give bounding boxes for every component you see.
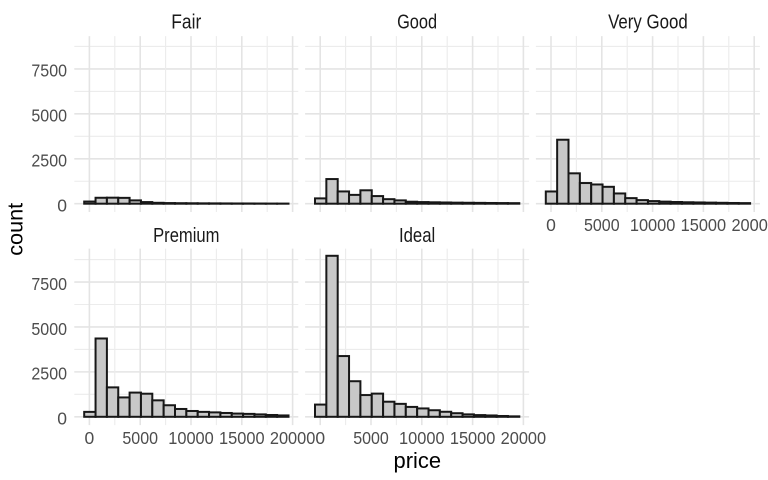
svg-text:Premium: Premium <box>153 224 219 247</box>
svg-text:0: 0 <box>546 215 556 235</box>
svg-text:10000: 10000 <box>168 428 214 448</box>
svg-text:0: 0 <box>57 196 67 216</box>
svg-text:20000: 20000 <box>270 428 316 448</box>
svg-text:20000: 20000 <box>501 428 547 448</box>
svg-text:7500: 7500 <box>31 274 67 294</box>
svg-text:10000: 10000 <box>630 215 676 235</box>
svg-text:15000: 15000 <box>450 428 496 448</box>
svg-text:Ideal: Ideal <box>399 224 435 247</box>
svg-text:0: 0 <box>57 409 67 429</box>
svg-text:15000: 15000 <box>219 428 265 448</box>
svg-text:Very Good: Very Good <box>608 11 688 34</box>
svg-text:price: price <box>394 448 442 473</box>
svg-text:5000: 5000 <box>31 319 67 339</box>
svg-text:5000: 5000 <box>122 428 158 448</box>
svg-text:count: count <box>3 203 27 256</box>
svg-text:5000: 5000 <box>31 106 67 126</box>
svg-text:2500: 2500 <box>31 364 67 384</box>
svg-text:5000: 5000 <box>584 215 620 235</box>
svg-text:5000: 5000 <box>353 428 389 448</box>
svg-text:20000: 20000 <box>731 215 768 235</box>
svg-text:10000: 10000 <box>399 428 445 448</box>
svg-text:0: 0 <box>315 428 325 448</box>
svg-text:Good: Good <box>397 11 437 34</box>
svg-text:0: 0 <box>85 428 95 448</box>
svg-text:7500: 7500 <box>31 61 67 81</box>
svg-text:Fair: Fair <box>171 11 201 34</box>
svg-text:2500: 2500 <box>31 151 67 171</box>
svg-text:15000: 15000 <box>681 215 727 235</box>
